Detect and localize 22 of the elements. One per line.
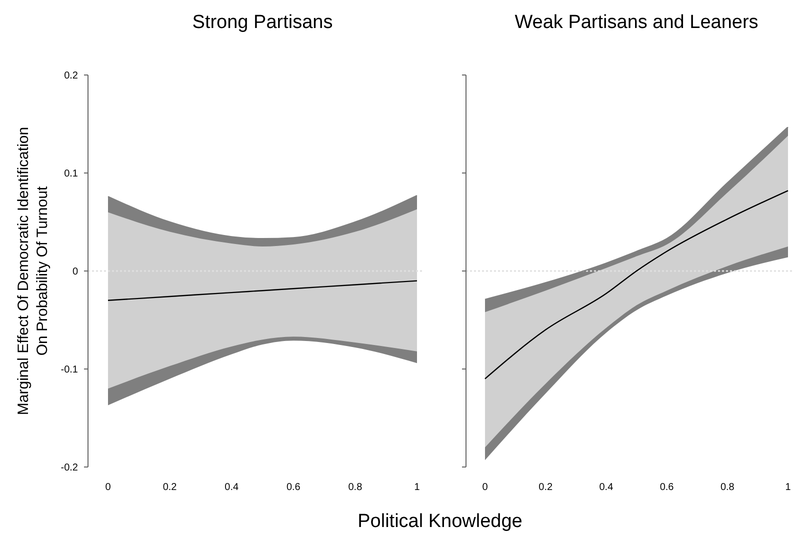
x-tick-label: 1 [414,482,420,493]
x-tick-label: 1 [785,482,792,493]
y-tick-label: -0.2 [60,462,78,474]
x-tick-label: 0.4 [224,482,239,493]
line-series [107,280,418,301]
x-tick-label: 0.8 [720,482,735,493]
y-tick-label: -0.1 [60,364,78,376]
x-tick-label: 0.8 [348,482,363,493]
chart-title: Weak Partisans and Leaners [514,12,758,33]
y-tick-label: 0.1 [64,168,78,180]
x-tick-label: 0 [105,482,112,493]
y-axis-title: Marginal Effect Of Democratic Identification On Probability Of Turnout [15,126,51,416]
x-tick-label: 0.2 [162,482,178,493]
y-tick-label: 0.2 [64,70,78,82]
x-axis-title: Political Knowledge [358,511,522,532]
x-tick-label: 0.2 [538,482,553,493]
x-tick-label: 0.6 [286,482,301,493]
y-tick-label: 0 [72,266,78,278]
x-tick-label: 0 [482,482,488,493]
x-tick-label: 0.6 [660,482,674,493]
chart-title: Strong Partisans [192,12,333,33]
x-tick-label: 0.4 [599,482,614,493]
